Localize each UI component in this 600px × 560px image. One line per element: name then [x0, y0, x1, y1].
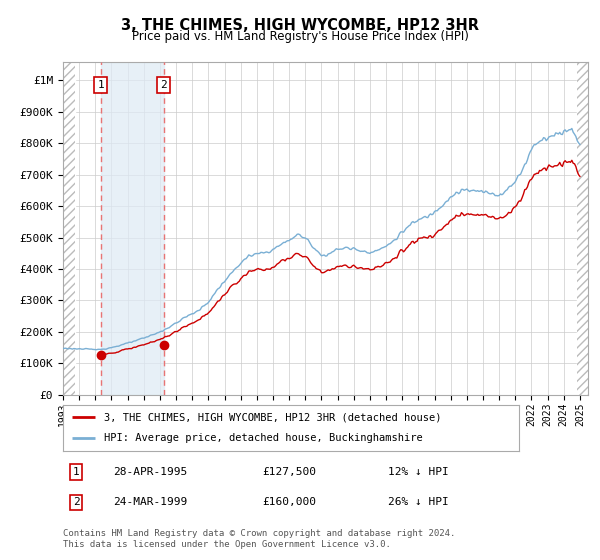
Bar [577, 62, 588, 395]
Bar [63, 62, 75, 395]
Text: 2: 2 [160, 80, 167, 90]
Bar [577, 62, 588, 395]
Text: £160,000: £160,000 [263, 497, 317, 507]
Bar [63, 62, 75, 395]
Text: £127,500: £127,500 [263, 467, 317, 477]
Text: 3, THE CHIMES, HIGH WYCOMBE, HP12 3HR: 3, THE CHIMES, HIGH WYCOMBE, HP12 3HR [121, 18, 479, 33]
Text: Contains HM Land Registry data © Crown copyright and database right 2024.
This d: Contains HM Land Registry data © Crown c… [63, 529, 455, 549]
Text: 1: 1 [97, 80, 104, 90]
Bar [101, 62, 164, 395]
Text: Price paid vs. HM Land Registry's House Price Index (HPI): Price paid vs. HM Land Registry's House … [131, 30, 469, 43]
Text: 12% ↓ HPI: 12% ↓ HPI [389, 467, 449, 477]
Text: 26% ↓ HPI: 26% ↓ HPI [389, 497, 449, 507]
Text: 24-MAR-1999: 24-MAR-1999 [113, 497, 187, 507]
Text: HPI: Average price, detached house, Buckinghamshire: HPI: Average price, detached house, Buck… [104, 433, 423, 444]
Text: 28-APR-1995: 28-APR-1995 [113, 467, 187, 477]
Text: 1: 1 [73, 467, 79, 477]
Text: 3, THE CHIMES, HIGH WYCOMBE, HP12 3HR (detached house): 3, THE CHIMES, HIGH WYCOMBE, HP12 3HR (d… [104, 412, 442, 422]
Text: 2: 2 [73, 497, 79, 507]
